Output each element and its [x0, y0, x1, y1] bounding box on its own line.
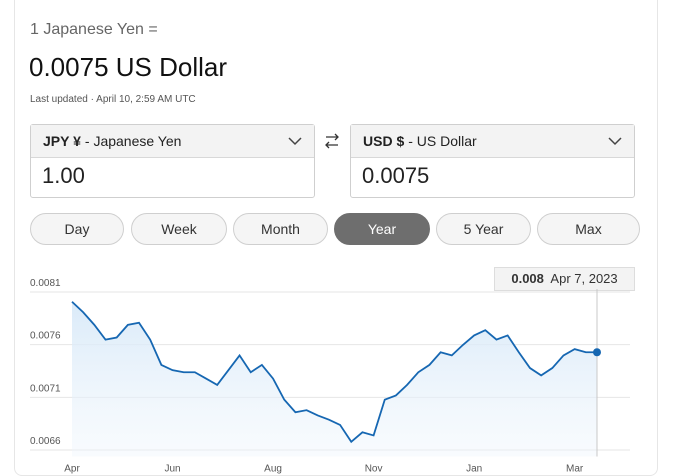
y-tick-label: 0.0066 — [30, 436, 61, 447]
chevron — [608, 137, 622, 146]
last-updated: Last updated · April 10, 2:59 AM UTC — [30, 94, 196, 105]
swap-icon[interactable] — [324, 132, 340, 150]
range-button[interactable]: Day — [30, 213, 124, 245]
to-amount[interactable]: 0.0075 — [362, 163, 430, 188]
currency-name: - Japanese Yen — [84, 133, 182, 149]
x-tick-label: Apr — [64, 464, 80, 475]
x-tick-label: Jun — [164, 464, 180, 475]
line — [71, 301, 597, 444]
currency-code: USD $ — [363, 133, 405, 149]
chart: 0.0081 0.0076 0.0071 0.0066 Apr Jun Aug Nov Jan M… — [30, 278, 630, 475]
tooltip: 0.008 Apr 7, 2023 — [494, 267, 635, 291]
currency-code: JPY ¥ — [43, 133, 81, 149]
chevron — [288, 137, 302, 146]
base-amount: 1 Japanese Yen = — [30, 21, 158, 38]
area — [72, 301, 597, 457]
range-button[interactable]: Month — [233, 213, 328, 245]
range-button[interactable]: Max — [537, 213, 640, 245]
x-tick-label: Mar — [566, 464, 584, 475]
y-tick-label: 0.0071 — [30, 383, 61, 394]
range-button[interactable]: 5 Year — [436, 213, 531, 245]
y-tick-label: 0.0081 — [30, 278, 61, 289]
currency-name: - US Dollar — [408, 133, 477, 149]
to-currency[interactable]: USD $ - US Dollar 0.0075 — [350, 124, 635, 198]
from-amount[interactable]: 1.00 — [42, 163, 85, 188]
from-select[interactable]: JPY ¥ - Japanese Yen — [31, 125, 314, 158]
range-button[interactable]: Week — [131, 213, 227, 245]
tooltip-date: Apr 7, 2023 — [550, 271, 618, 286]
x-tick-label: Aug — [264, 464, 282, 475]
range-button[interactable]: Year — [334, 213, 430, 245]
converted-result: 0.0075 US Dollar — [29, 52, 227, 82]
tooltip-value: 0.008 — [511, 271, 544, 286]
x-tick-label: Nov — [365, 464, 383, 475]
to-select[interactable]: USD $ - US Dollar — [351, 125, 634, 158]
y-tick-label: 0.0076 — [30, 331, 61, 342]
hover-point — [593, 348, 601, 357]
from-currency[interactable]: JPY ¥ - Japanese Yen 1.00 — [30, 124, 315, 198]
x-tick-label: Jan — [466, 464, 482, 475]
